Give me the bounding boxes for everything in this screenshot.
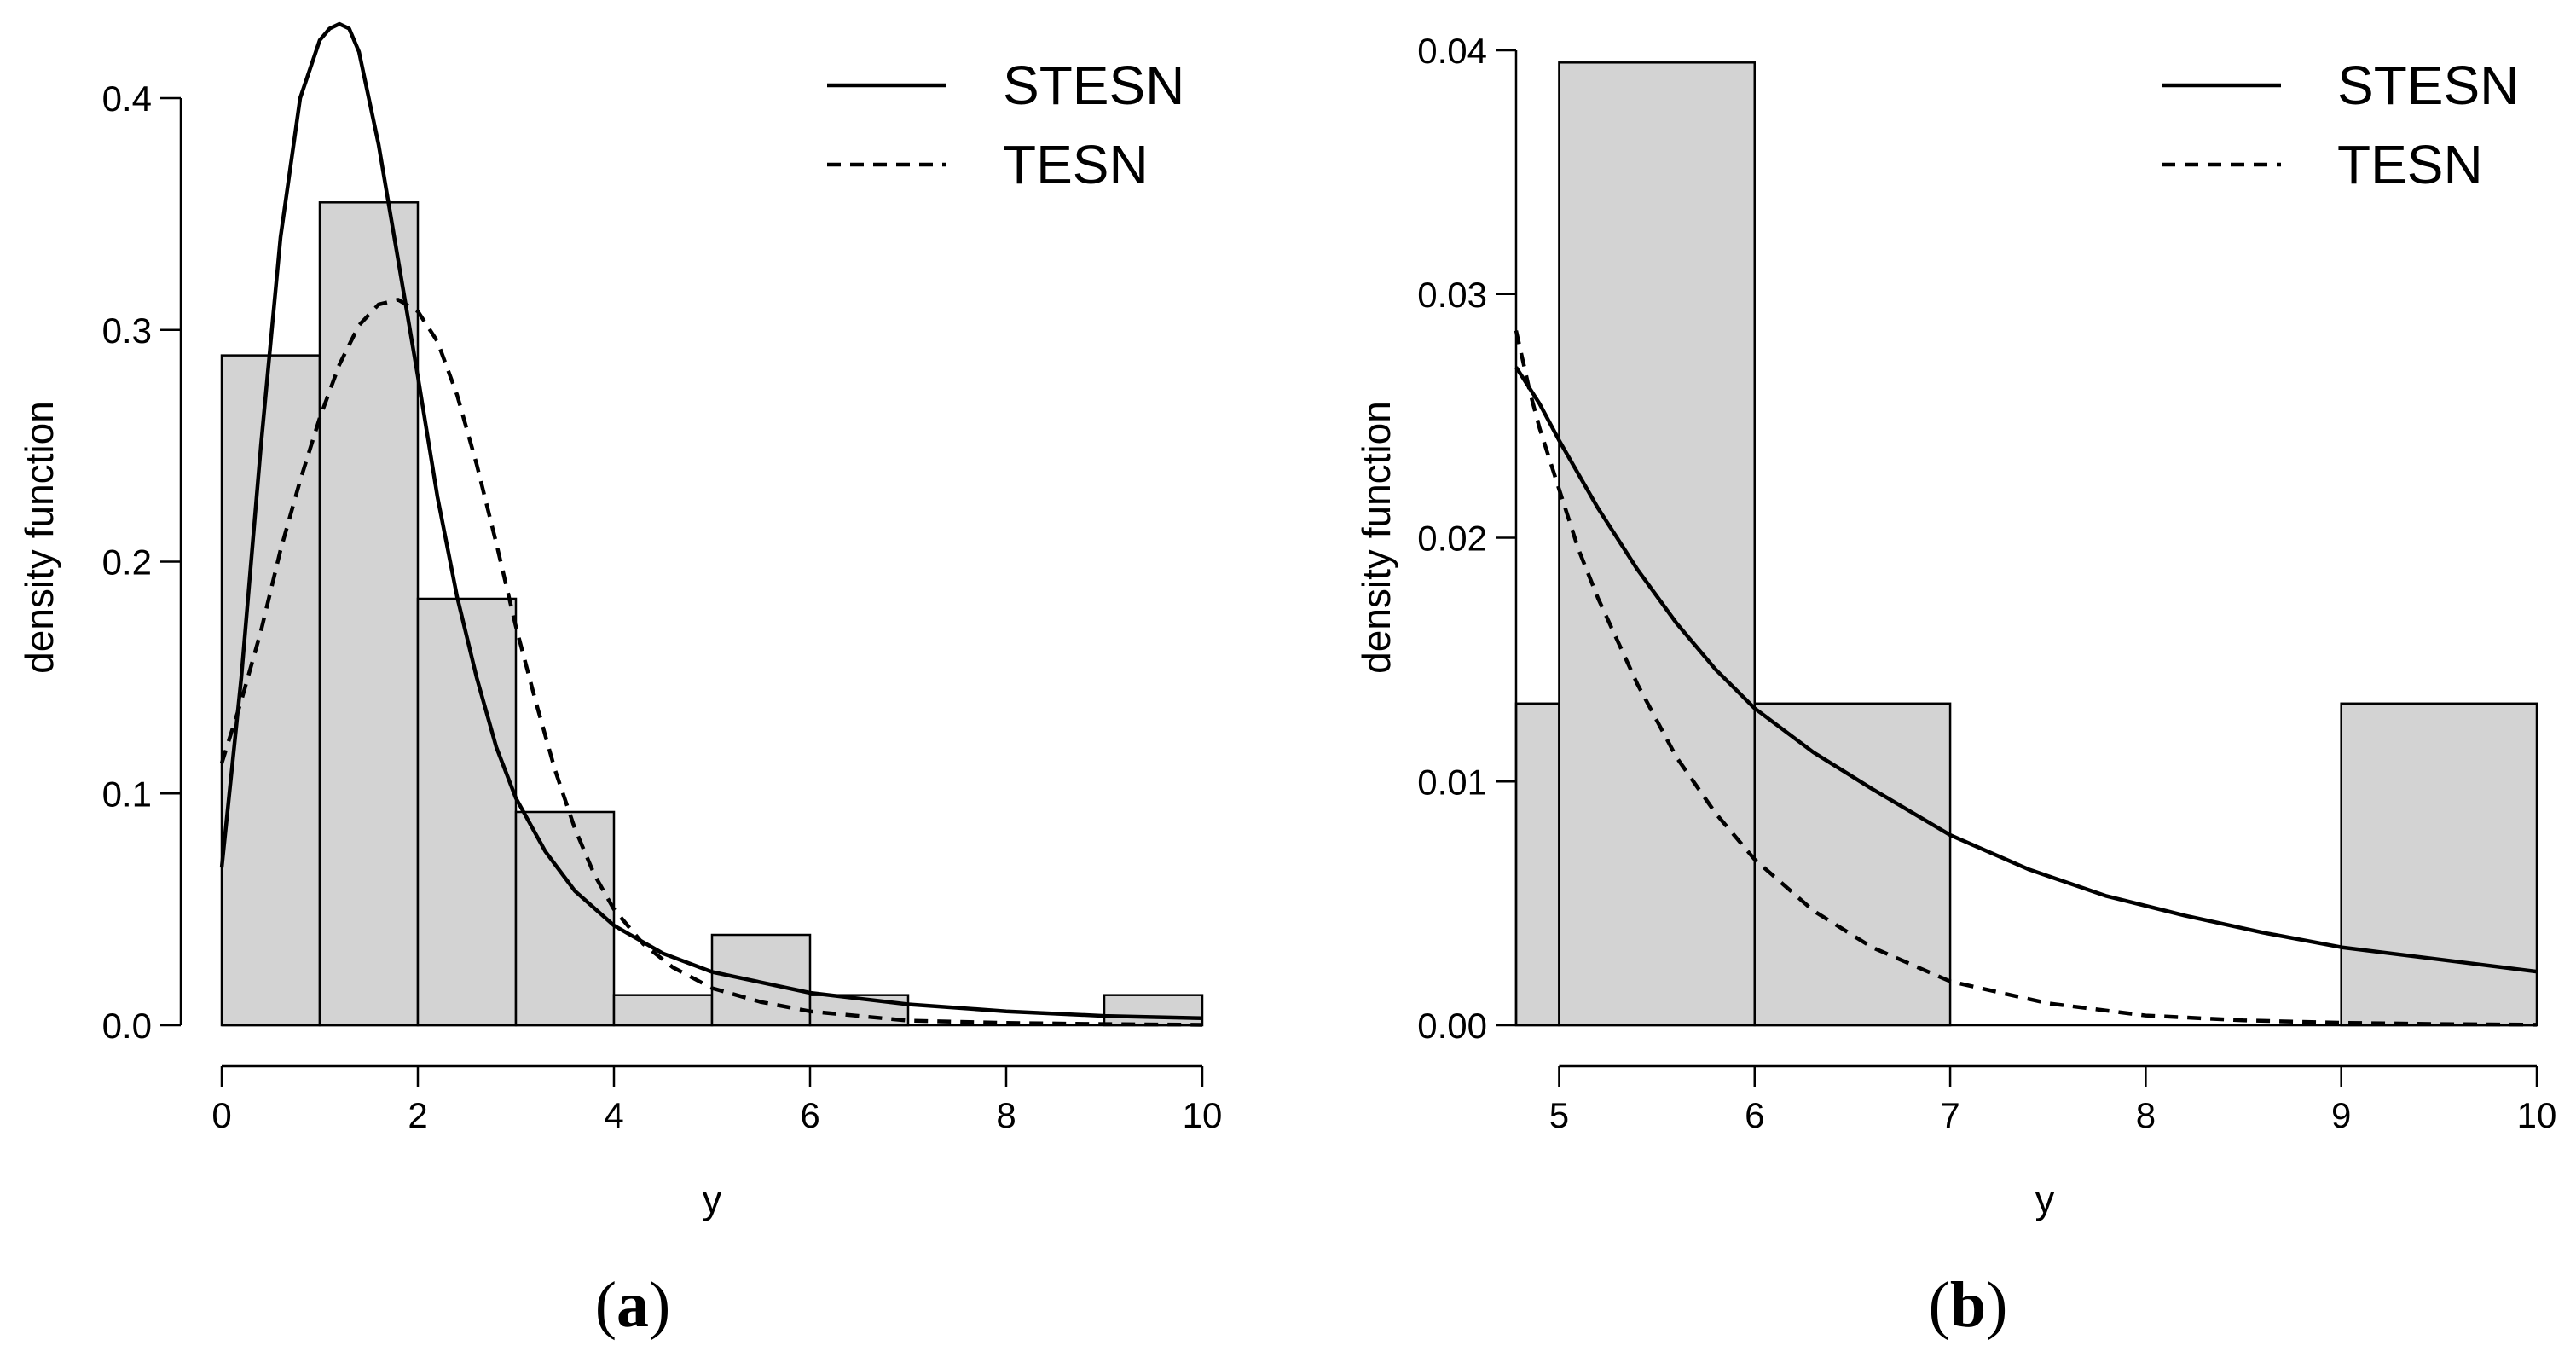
panel-b-x-tick-label-1: 6	[1745, 1095, 1764, 1135]
panel-b-y-tick-label-3: 0.03	[1417, 275, 1487, 315]
panel-a-label: (a)	[595, 1269, 671, 1341]
panel-a-bar-3	[514, 810, 616, 1027]
panel-b-y-tick-label-2: 0.02	[1417, 519, 1487, 559]
panel-a-curve-tesn	[219, 298, 1203, 1027]
panel-b-y-tick-label-4: 0.04	[1417, 31, 1487, 71]
panel-a-x-axis-title: y	[703, 1177, 722, 1221]
panel-a-legend-label-tesn: TESN	[1003, 134, 1149, 195]
panel-a-legend-label-stesn: STESN	[1003, 55, 1184, 116]
panel-a-bar-4	[612, 994, 714, 1027]
panel-a-x-axis: 0 2 4 6 8 10	[211, 1064, 1223, 1135]
panel-a-x-tick-label-3: 6	[800, 1095, 819, 1135]
panel-a-curve-stesn	[219, 21, 1203, 1021]
panel-a-y-axis: 0.0 0.1 0.2 0.3 0.4	[102, 78, 182, 1046]
panel-b-x-tick-label-2: 7	[1940, 1095, 1959, 1135]
panel-b-letter: b	[1950, 1269, 1986, 1341]
panel-b-y-tick-label-0: 0.00	[1417, 1006, 1487, 1046]
panel-b-bar-5	[2340, 702, 2538, 1027]
panel-b-curve-tesn	[1514, 330, 2538, 1027]
panel-a-letter: a	[617, 1269, 649, 1341]
panel-a-x-tick-label-0: 0	[211, 1095, 231, 1135]
panel-a-y-tick-label-2: 0.2	[102, 542, 152, 583]
panel-b-legend-label-stesn: STESN	[2337, 55, 2519, 116]
panel-b-x-tick-label-0: 5	[1549, 1095, 1569, 1135]
panel-a-x-tick-label-2: 4	[604, 1095, 623, 1135]
panel-a-x-tick-label-5: 10	[1183, 1095, 1223, 1135]
panel-a-x-tick-label-4: 8	[996, 1095, 1016, 1135]
panel-a-y-tick-label-0: 0.0	[102, 1006, 152, 1046]
panel-b-bar-2	[1753, 702, 1952, 1027]
panel-a-y-tick-label-3: 0.3	[102, 310, 152, 351]
panel-b-y-axis-title: density function	[1354, 401, 1398, 674]
panel-b-x-tick-label-5: 10	[2517, 1095, 2557, 1135]
panel-b-x-tick-label-4: 9	[2331, 1095, 2351, 1135]
panel-a-chart: 0.0 0.1 0.2 0.3 0.4 0 2 4 6 8 10 y density function S…	[17, 21, 1223, 1221]
panel-b-chart: 0.00 0.01 0.02 0.03 0.04 5 6 7 8 9 10 y density func…	[1354, 31, 2556, 1221]
panel-b-bar-0	[1514, 702, 1560, 1027]
panel-a-legend: STESN TESN	[827, 55, 1184, 195]
panel-a-bar-1	[318, 201, 420, 1027]
panel-b-label: (b)	[1929, 1269, 2008, 1341]
panel-b-x-tick-label-3: 8	[2136, 1095, 2156, 1135]
panel-a-y-axis-title: density function	[17, 401, 61, 674]
panel-a-y-tick-label-4: 0.4	[102, 78, 152, 119]
panel-b-legend: STESN TESN	[2162, 55, 2519, 195]
panel-a-bar-0	[220, 354, 321, 1027]
panel-b-y-tick-label-1: 0.01	[1417, 762, 1487, 802]
panel-a-bar-5	[710, 933, 812, 1027]
panel-b-curve-stesn	[1514, 366, 2538, 974]
panel-b-histogram	[1514, 61, 2538, 1027]
panel-a-bar-2	[416, 597, 518, 1027]
panel-a-x-tick-label-1: 2	[408, 1095, 427, 1135]
panel-a-y-tick-label-1: 0.1	[102, 774, 152, 814]
panel-a-bar-9	[1103, 994, 1204, 1027]
panel-b-legend-label-tesn: TESN	[2337, 134, 2483, 195]
panel-a-histogram	[220, 201, 1204, 1027]
panel-b-bar-1	[1558, 61, 1757, 1027]
panel-b-x-axis: 5 6 7 8 9 10	[1549, 1064, 2557, 1135]
panel-b-x-axis-title: y	[2035, 1177, 2055, 1221]
panel-b-y-axis: 0.00 0.01 0.02 0.03 0.04	[1417, 31, 1518, 1046]
